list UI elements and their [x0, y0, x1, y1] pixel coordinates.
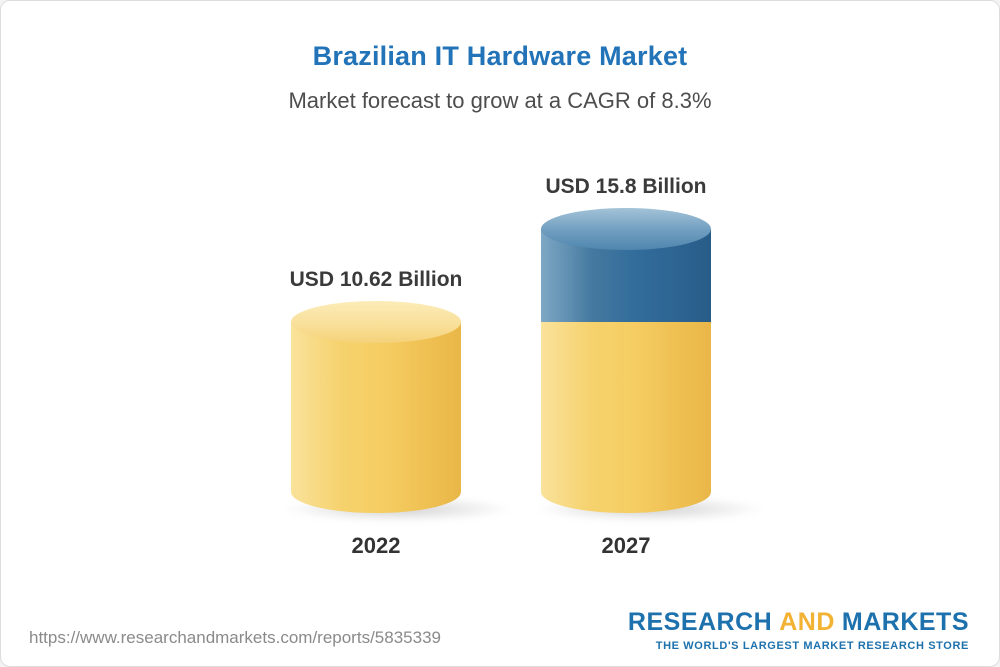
- cylinder-2022: [291, 301, 461, 513]
- report-url: https://www.researchandmarkets.com/repor…: [29, 628, 441, 647]
- cylinder-cap-2027: [541, 208, 711, 250]
- cylinder-base-segment-2027: [541, 322, 711, 513]
- bar-value-label-2027: USD 15.8 Billion: [545, 175, 707, 198]
- logo-word-and: AND: [779, 608, 835, 636]
- chart-subtitle: Market forecast to grow at a CAGR of 8.3…: [288, 88, 712, 113]
- research-and-markets-logo: RESEARCH AND MARKETS THE WORLD'S LARGEST M…: [628, 608, 969, 652]
- bar-group-2027: USD 15.8 Billion 2027: [541, 175, 711, 559]
- x-axis-label-2022: 2022: [351, 533, 401, 558]
- cylinder-2027: [541, 208, 711, 513]
- chart-title: Brazilian IT Hardware Market: [312, 41, 688, 71]
- bar-value-label-2022: USD 10.62 Billion: [289, 268, 463, 291]
- logo-word-markets: MARKETS: [841, 608, 969, 636]
- logo-wordmark: RESEARCH AND MARKETS: [628, 608, 969, 637]
- cylinder-cap-2022: [291, 301, 461, 343]
- x-axis-label-2027: 2027: [601, 533, 651, 558]
- logo-tagline: THE WORLD'S LARGEST MARKET RESEARCH STOR…: [655, 640, 969, 652]
- logo-word-research: RESEARCH: [627, 608, 773, 636]
- chart-header: Brazilian IT Hardware Market Market fore…: [1, 1, 999, 114]
- bar-group-2022: USD 10.62 Billion 2022: [289, 268, 463, 559]
- cylinder-body-2022: [291, 322, 461, 513]
